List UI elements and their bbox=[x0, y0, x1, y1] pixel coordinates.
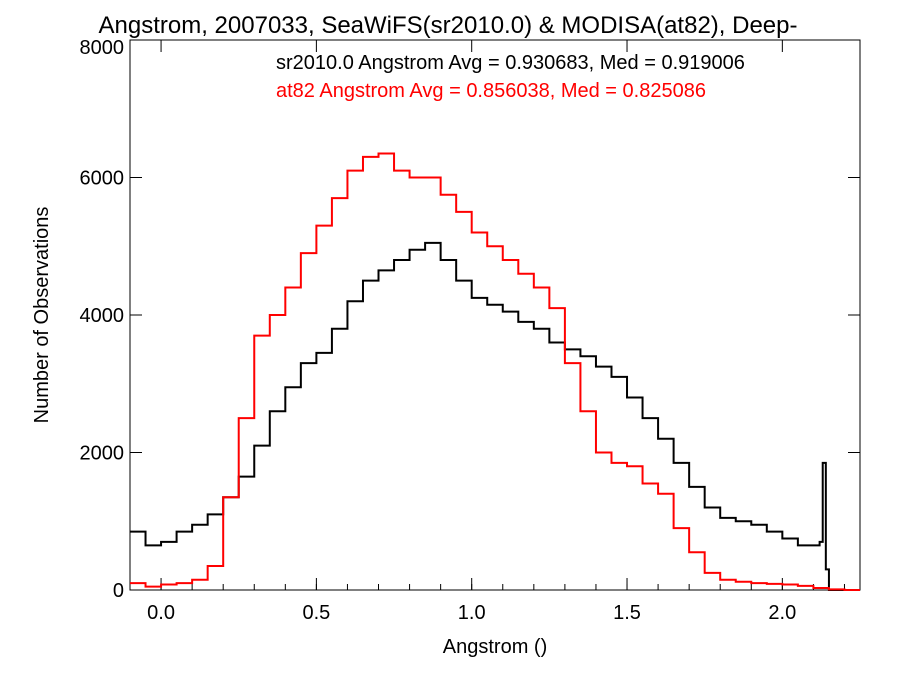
x-tick-label: 2.0 bbox=[768, 602, 796, 624]
series-at82-line bbox=[130, 152, 860, 591]
x-tick-label: 0.5 bbox=[302, 602, 330, 624]
series-layer bbox=[130, 152, 860, 591]
y-axis-ticks: 0 2000 4000 6000 8000 bbox=[80, 37, 860, 602]
y-tick-label: 6000 bbox=[80, 168, 125, 190]
series-sr2010-line bbox=[130, 241, 860, 591]
x-tick-label: 1.5 bbox=[613, 602, 641, 624]
y-tick-label: 0 bbox=[113, 580, 124, 602]
y-tick-label: 2000 bbox=[80, 443, 125, 465]
x-tick-label: 1.0 bbox=[458, 602, 486, 624]
x-axis-label: Angstrom () bbox=[443, 636, 547, 658]
y-tick-label: 4000 bbox=[80, 305, 125, 327]
plot-frame bbox=[129, 39, 861, 591]
x-tick-label: 0.0 bbox=[147, 602, 175, 624]
y-axis-label: Number of Observations bbox=[31, 207, 53, 424]
x-axis-ticks: 0.0 0.5 1.0 1.5 2.0 bbox=[129, 40, 845, 624]
y-tick-label: 8000 bbox=[80, 37, 125, 59]
annotation-at82-stats: at82 Angstrom Avg = 0.856038, Med = 0.82… bbox=[276, 80, 706, 102]
annotation-sr2010-stats: sr2010.0 Angstrom Avg = 0.930683, Med = … bbox=[276, 52, 745, 74]
chart-title: Angstrom, 2007033, SeaWiFS(sr2010.0) & M… bbox=[99, 12, 798, 39]
